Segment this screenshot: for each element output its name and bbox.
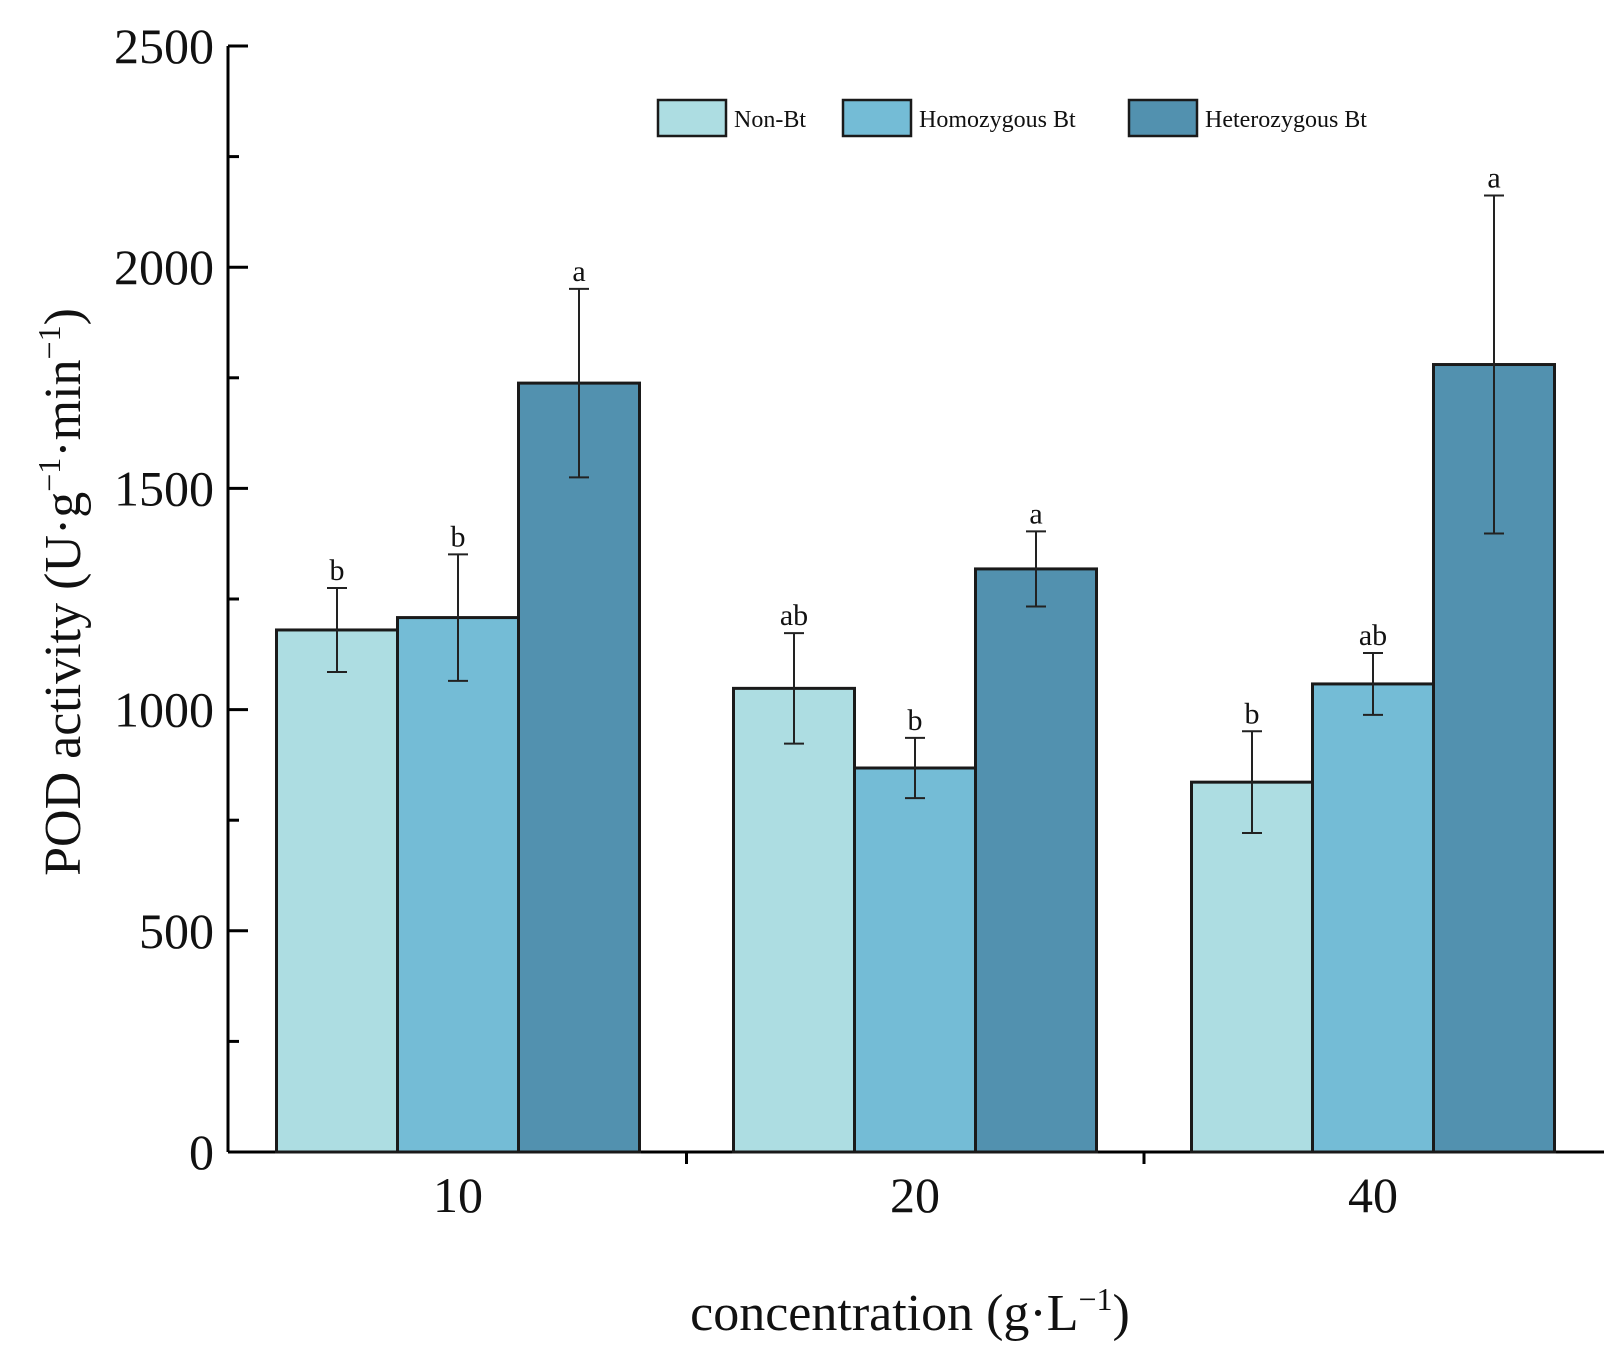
y-tick-label: 0 — [189, 1124, 214, 1180]
significance-label: b — [908, 704, 923, 737]
significance-label: b — [1245, 697, 1260, 730]
significance-label: b — [451, 520, 466, 553]
error-bars — [327, 194, 1504, 835]
significance-label: a — [572, 255, 585, 288]
x-axis-title-end: ) — [1113, 1285, 1130, 1342]
significance-label: a — [1029, 497, 1042, 530]
x-tick-label: 10 — [433, 1167, 483, 1223]
legend: Non-Bt Homozygous Bt Heterozygous Bt — [656, 98, 1367, 138]
bar — [396, 616, 520, 1154]
y-axis-title-mid: ·min — [35, 359, 92, 457]
y-axis-title: POD activity (U·g−1·min−1) — [31, 308, 92, 876]
x-axis-title-sup: −1 — [1079, 1281, 1113, 1317]
significance-labels: b ab b b b ab a a a — [330, 162, 1501, 737]
axes: 0 500 1000 1500 2000 2500 10 20 40 — [114, 18, 1604, 1223]
x-tick-label: 40 — [1348, 1167, 1398, 1223]
y-tick-label: 500 — [139, 903, 214, 959]
legend-swatch — [1127, 98, 1199, 138]
bar — [853, 766, 977, 1154]
significance-label: a — [1487, 162, 1500, 195]
bar — [517, 381, 641, 1154]
legend-label: Non-Bt — [734, 107, 806, 133]
legend-swatch — [656, 98, 728, 138]
y-tick-label: 1500 — [114, 460, 214, 516]
bar — [1190, 780, 1314, 1154]
significance-label: ab — [780, 599, 808, 632]
y-axis-title-end: ) — [35, 308, 92, 325]
y-axis-title-sup-2: −1 — [31, 325, 67, 359]
bar — [974, 567, 1098, 1154]
y-tick-label: 2000 — [114, 239, 214, 295]
y-axis-title-sup-1: −1 — [31, 458, 67, 492]
legend-swatch — [841, 98, 913, 138]
y-tick-label: 2500 — [114, 18, 214, 74]
bar — [1311, 682, 1435, 1154]
significance-label: b — [330, 554, 345, 587]
x-tick-label: 20 — [890, 1167, 940, 1223]
x-axis-title: concentration (g·L−1) — [690, 1281, 1130, 1342]
bar — [275, 628, 399, 1154]
legend-label: Homozygous Bt — [919, 107, 1076, 133]
bar — [732, 686, 856, 1154]
significance-label: ab — [1359, 619, 1387, 652]
y-tick-label: 1000 — [114, 682, 214, 738]
legend-label: Heterozygous Bt — [1205, 107, 1367, 133]
